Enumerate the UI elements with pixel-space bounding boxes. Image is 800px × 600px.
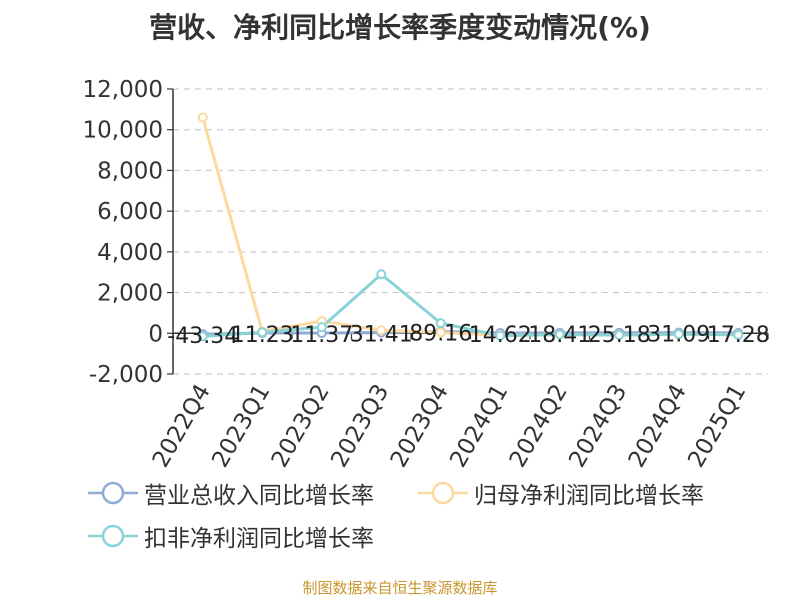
x-tick-label: 2024Q4 bbox=[624, 380, 692, 472]
legend-symbol-deducted-profit bbox=[88, 524, 138, 548]
data-point-1 bbox=[376, 325, 387, 336]
data-point-2 bbox=[435, 318, 446, 329]
data-point-2 bbox=[495, 330, 506, 341]
data-labels: -43.3411.2311.3731.4189.1614.6218.4125.1… bbox=[167, 321, 769, 349]
y-tick-label: 2,000 bbox=[97, 281, 163, 307]
legend-symbol-revenue bbox=[88, 481, 138, 505]
data-label: 31.09 bbox=[647, 323, 710, 348]
data-point-1 bbox=[197, 112, 208, 123]
legend-item-deducted-profit[interactable]: 扣非净利润同比增长率 bbox=[88, 521, 374, 552]
data-point-2 bbox=[733, 329, 744, 340]
data-label: 14.62 bbox=[469, 323, 532, 348]
data-label: 31.41 bbox=[350, 323, 413, 348]
y-tick-label: 4,000 bbox=[97, 240, 163, 266]
legend-label-deducted-profit: 扣非净利润同比增长率 bbox=[144, 526, 374, 552]
data-label: 11.37 bbox=[290, 323, 353, 348]
data-label: 89.16 bbox=[409, 321, 472, 346]
x-tick-label: 2022Q4 bbox=[148, 380, 216, 472]
x-tick-label: 2023Q1 bbox=[207, 380, 275, 472]
data-point-2 bbox=[673, 329, 684, 340]
legend-item-revenue[interactable]: 营业总收入同比增长率 bbox=[88, 478, 374, 509]
data-point-1 bbox=[435, 327, 446, 338]
data-label: 18.41 bbox=[528, 323, 591, 348]
data-source-note: 制图数据来自恒生聚源数据库 bbox=[302, 579, 498, 597]
y-tick-label: 0 bbox=[148, 321, 163, 347]
data-label: 17.28 bbox=[707, 323, 770, 348]
y-tick-label: 12,000 bbox=[83, 77, 163, 103]
y-axis: 12,000 10,000 8,000 6,000 4,000 2,000 0 -2,000 bbox=[83, 77, 174, 388]
data-point-2 bbox=[257, 327, 268, 338]
x-tick-label: 2024Q2 bbox=[505, 380, 573, 472]
data-point-2 bbox=[316, 322, 327, 333]
data-label: 25.18 bbox=[588, 323, 651, 348]
data-label: -43.34 bbox=[167, 324, 238, 349]
x-tick-label: 2023Q2 bbox=[267, 380, 335, 472]
series-lines bbox=[201, 117, 739, 338]
chart-title: 营收、净利同比增长率季度变动情况(%) bbox=[149, 11, 651, 44]
series-points bbox=[197, 112, 744, 342]
legend-label-net-profit: 归母净利润同比增长率 bbox=[474, 483, 704, 509]
series-line-1 bbox=[201, 117, 739, 337]
x-tick-label: 2024Q3 bbox=[564, 380, 632, 472]
series-line-0 bbox=[202, 329, 739, 336]
y-tick-label: 6,000 bbox=[97, 199, 163, 225]
y-tick-label: 8,000 bbox=[97, 158, 163, 184]
data-label: 11.23 bbox=[231, 323, 294, 348]
legend-item-net-profit[interactable]: 归母净利润同比增长率 bbox=[418, 478, 704, 509]
series-line-2 bbox=[202, 272, 739, 338]
data-point-2 bbox=[554, 329, 565, 340]
x-axis: 2022Q42023Q12023Q22023Q32023Q42024Q12024… bbox=[148, 332, 769, 472]
x-tick-label: 2023Q4 bbox=[386, 380, 454, 472]
data-point-2 bbox=[376, 269, 387, 280]
x-tick-label: 2024Q1 bbox=[445, 380, 513, 472]
data-point-2 bbox=[614, 330, 625, 341]
y-tick-label: 10,000 bbox=[83, 118, 163, 144]
legend-label-revenue: 营业总收入同比增长率 bbox=[144, 483, 374, 509]
x-tick-label: 2025Q1 bbox=[683, 380, 751, 472]
legend-symbol-net-profit bbox=[418, 481, 468, 505]
data-point-2 bbox=[197, 331, 208, 342]
x-tick-label: 2023Q3 bbox=[326, 380, 394, 472]
y-tick-label: -2,000 bbox=[89, 362, 163, 388]
